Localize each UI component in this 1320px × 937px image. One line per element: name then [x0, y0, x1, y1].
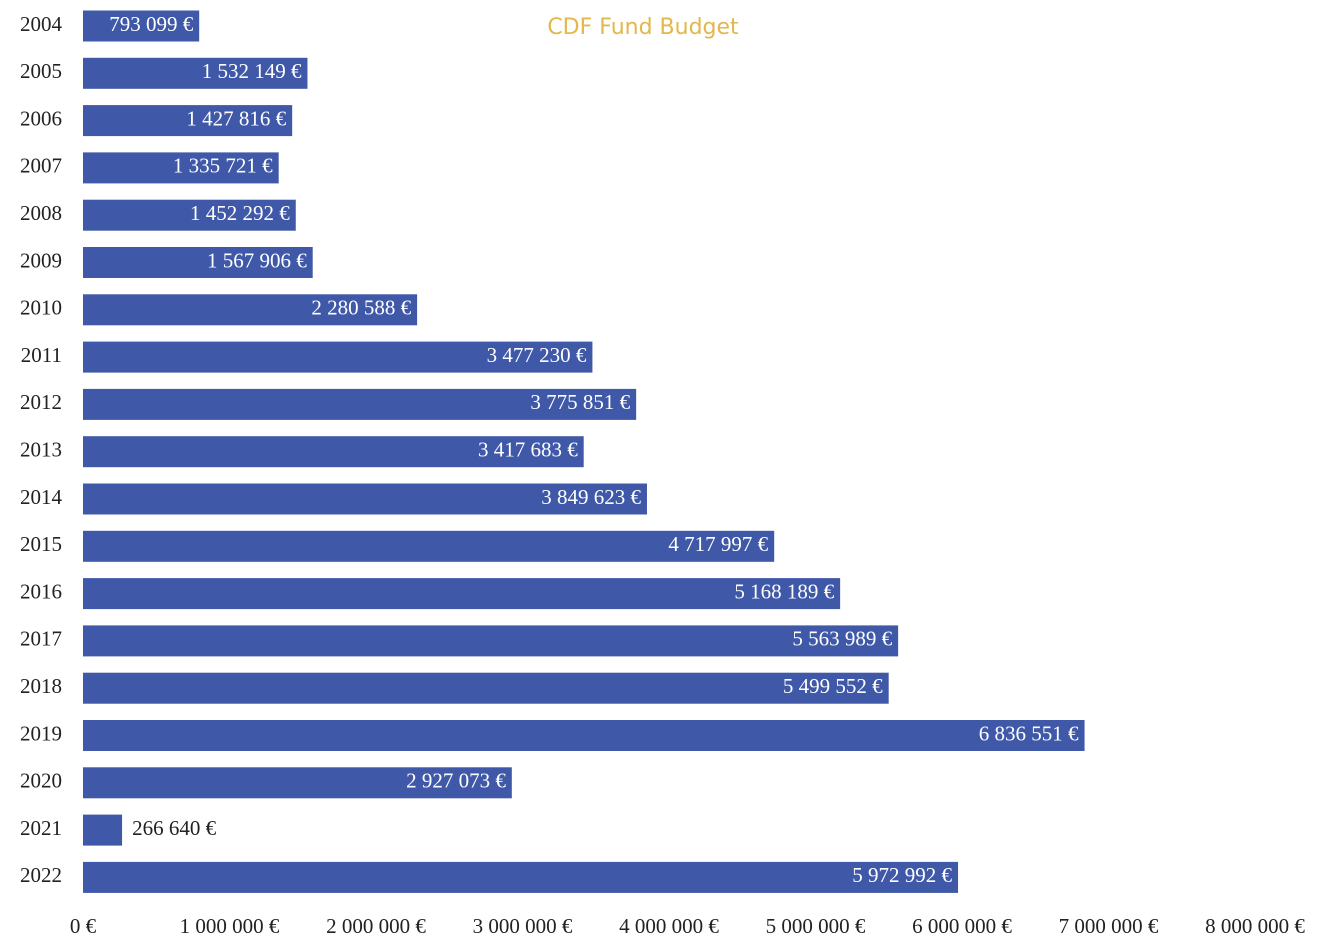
bar: [83, 247, 313, 278]
y-tick-label: 2012: [20, 390, 62, 414]
x-tick-label: 0 €: [70, 914, 97, 937]
value-label: 5 563 989 €: [792, 627, 892, 651]
value-label: 2 927 073 €: [406, 769, 506, 793]
chart-title: CDF Fund Budget: [547, 15, 739, 40]
bar: [83, 483, 647, 515]
value-label: 1 335 721 €: [173, 154, 273, 178]
y-tick-label: 2021: [20, 816, 62, 840]
y-tick-label: 2022: [20, 863, 62, 887]
bar: [83, 10, 200, 42]
value-label: 2 280 588 €: [311, 296, 411, 320]
y-tick-label: 2013: [20, 438, 62, 462]
y-tick-label: 2009: [20, 248, 62, 272]
bar: [83, 530, 775, 562]
x-tick-label: 8 000 000 €: [1205, 914, 1305, 937]
x-tick-label: 1 000 000 €: [180, 914, 280, 937]
bar: [83, 625, 899, 657]
y-tick-label: 2008: [20, 201, 62, 225]
y-tick-label: 2016: [20, 579, 62, 603]
x-tick-label: 2 000 000 €: [326, 914, 426, 937]
x-tick-label: 6 000 000 €: [912, 914, 1012, 937]
bar: [83, 861, 959, 893]
value-label: 1 427 816 €: [186, 106, 286, 130]
bar: [83, 814, 123, 846]
y-tick-label: 2005: [20, 59, 62, 83]
bar: [83, 436, 584, 468]
value-label: 4 717 997 €: [668, 532, 768, 556]
bar: [83, 388, 637, 420]
bar: [83, 578, 841, 610]
x-tick-label: 4 000 000 €: [619, 914, 719, 937]
value-label: 6 836 551 €: [979, 721, 1079, 745]
value-label: 3 417 683 €: [478, 438, 578, 462]
value-label: 5 499 552 €: [783, 674, 883, 698]
x-tick-label: 5 000 000 €: [766, 914, 866, 937]
value-label: 1 452 292 €: [190, 201, 290, 225]
bar: [83, 199, 296, 231]
bar: [83, 341, 593, 373]
value-label: 3 775 851 €: [530, 390, 630, 414]
value-label: 1 532 149 €: [202, 59, 302, 83]
bar: [83, 152, 279, 184]
bar: [83, 105, 293, 137]
x-tick-label: 7 000 000 €: [1059, 914, 1159, 937]
y-tick-label: 2007: [20, 154, 62, 178]
x-tick-label: 3 000 000 €: [473, 914, 573, 937]
y-tick-label: 2017: [20, 627, 62, 651]
value-label: 5 972 992 €: [852, 863, 952, 887]
y-tick-label: 2015: [20, 532, 62, 556]
bar: [83, 57, 308, 89]
value-label: 5 168 189 €: [734, 579, 834, 603]
y-tick-label: 2014: [20, 485, 63, 509]
value-label: 3 477 230 €: [487, 343, 587, 367]
y-tick-label: 2018: [20, 674, 62, 698]
bar: [83, 720, 1085, 751]
value-label: 266 640 €: [132, 816, 217, 840]
bar: [83, 294, 418, 326]
y-tick-label: 2011: [21, 343, 62, 367]
bar: [83, 767, 512, 799]
bar: [83, 672, 889, 704]
y-tick-label: 2019: [20, 721, 62, 745]
value-label: 1 567 906 €: [207, 248, 307, 272]
value-label: 793 099 €: [109, 12, 194, 36]
y-tick-label: 2006: [20, 106, 62, 130]
y-tick-label: 2010: [20, 296, 62, 320]
y-tick-label: 2004: [20, 12, 63, 36]
value-label: 3 849 623 €: [541, 485, 641, 509]
y-tick-label: 2020: [20, 769, 62, 793]
